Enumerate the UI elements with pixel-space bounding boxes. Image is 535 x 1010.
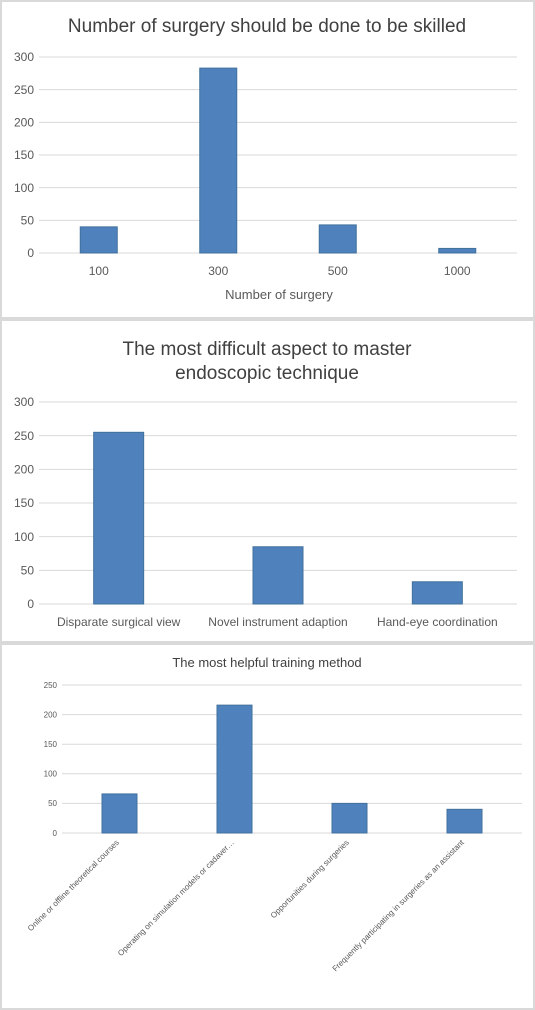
- bar: [318, 224, 357, 254]
- y-tick-label: 150: [44, 740, 58, 749]
- y-tick-label: 100: [44, 770, 58, 779]
- y-tick-label: 50: [48, 799, 57, 808]
- y-tick-label: 0: [27, 246, 34, 260]
- x-tick-label: 1000: [444, 264, 471, 278]
- bar: [216, 704, 253, 834]
- chart-difficult-aspect: The most difficult aspect to master endos…: [14, 339, 517, 629]
- x-tick-label: Online or offline theoretical courses: [26, 838, 121, 933]
- chart-surgery-count: Number of surgery should be done to be s…: [14, 16, 517, 302]
- y-tick-label: 300: [14, 395, 34, 409]
- bar: [411, 581, 463, 605]
- bar: [93, 431, 145, 605]
- y-tick-label: 250: [14, 83, 34, 97]
- chart-panel-difficult-aspect: The most difficult aspect to master endos…: [2, 321, 533, 641]
- y-tick-label: 50: [21, 564, 35, 578]
- chart-panel-surgery-count: Number of surgery should be done to be s…: [2, 2, 533, 317]
- bar: [438, 247, 477, 254]
- y-tick-label: 250: [44, 681, 58, 690]
- y-tick-label: 150: [14, 496, 34, 510]
- x-tick-label: Operating on simulation models or cadave…: [116, 838, 236, 958]
- chart-panel-training-method: The most helpful training method 0 50 100 1…: [2, 645, 533, 1008]
- chart-training-method: The most helpful training method 0 50 100 1…: [26, 655, 522, 974]
- chart-title: The most helpful training method: [172, 655, 361, 670]
- x-tick-label: 300: [208, 264, 228, 278]
- bar: [199, 67, 238, 254]
- x-tick-label: Frequently participating in surgeries as…: [331, 838, 467, 974]
- y-tick-label: 50: [21, 214, 35, 228]
- x-tick-label: Novel instrument adaption: [208, 615, 347, 629]
- y-tick-label: 200: [14, 116, 34, 130]
- y-tick-label: 100: [14, 181, 34, 195]
- y-tick-label: 100: [14, 530, 34, 544]
- bar: [252, 546, 304, 605]
- bar: [446, 808, 483, 834]
- x-axis-label: Number of surgery: [225, 287, 333, 302]
- y-tick-label: 250: [14, 429, 34, 443]
- y-tick-label: 200: [44, 710, 58, 719]
- x-tick-label: 100: [89, 264, 109, 278]
- y-tick-label: 0: [27, 597, 34, 611]
- x-tick-label: Disparate surgical view: [57, 615, 181, 629]
- bar: [101, 793, 138, 834]
- x-tick-label: Opportunities during surgeries: [269, 838, 351, 920]
- bar: [331, 802, 368, 834]
- chart-title: Number of surgery should be done to be s…: [68, 16, 466, 37]
- y-tick-label: 300: [14, 50, 34, 64]
- chart-title: The most difficult aspect to master endos…: [123, 339, 413, 384]
- y-tick-label: 200: [14, 463, 34, 477]
- y-tick-label: 0: [53, 829, 58, 838]
- y-tick-label: 150: [14, 148, 34, 162]
- x-tick-label: Hand-eye coordination: [377, 615, 498, 629]
- bar: [79, 226, 118, 254]
- x-tick-label: 500: [328, 264, 348, 278]
